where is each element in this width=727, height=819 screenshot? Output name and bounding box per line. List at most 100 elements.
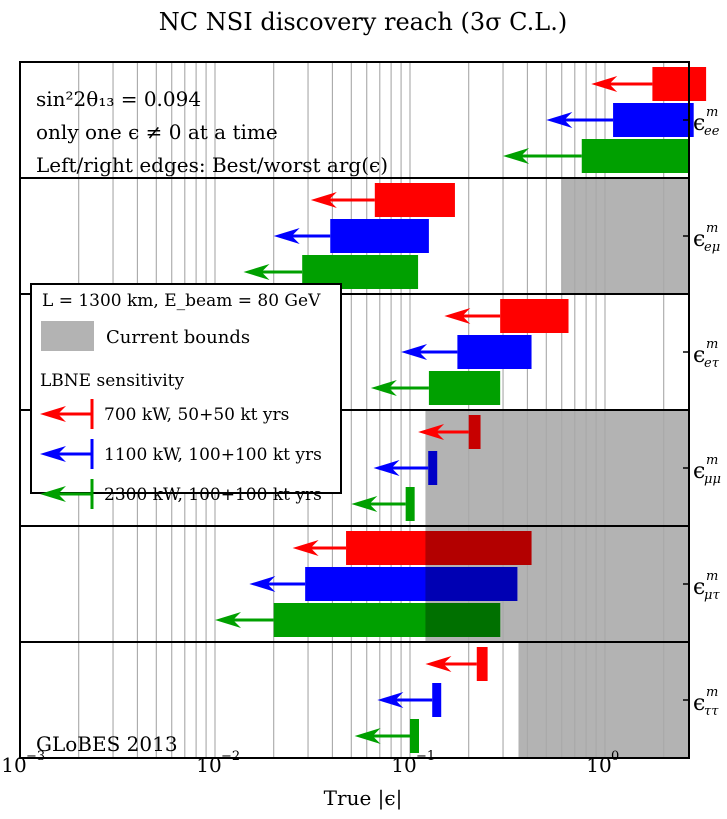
row-label-sub: μτ <box>704 588 720 603</box>
sensitivity-bar <box>457 335 532 369</box>
legend: L = 1300 km, E_beam = 80 GeV Current bou… <box>30 283 342 509</box>
sensitivity-bar <box>330 219 429 253</box>
sensitivity-arrow-head <box>243 264 270 280</box>
x-tick-label: 10 −1 <box>391 749 435 777</box>
sensitivity-arrow-head <box>370 380 397 396</box>
sensitivity-bar <box>428 371 501 405</box>
x-tick-exponent: −3 <box>26 749 45 764</box>
row-label: ϵ m ee <box>693 105 720 139</box>
sensitivity-arrow-head <box>292 540 319 556</box>
annotation-edges: Left/right edges: Best/worst arg(ϵ) <box>36 153 388 177</box>
sensitivity-tick <box>468 415 481 449</box>
row-label-sub: ee <box>704 124 720 139</box>
row-label-sup: m <box>706 221 718 236</box>
row-label-symbol: ϵ <box>693 343 705 368</box>
sensitivity-bar-overlap <box>425 531 532 565</box>
current-bounds-layer <box>425 178 689 758</box>
legend-entry: 2300 kW, 100+100 kt yrs <box>40 479 322 509</box>
row-label: ϵ m μτ <box>693 569 720 603</box>
sensitivity-arrow-head <box>249 576 276 592</box>
row-label-symbol: ϵ <box>693 691 705 716</box>
x-tick-base: 10 <box>1 753 26 777</box>
sensitivity-arrow-head <box>425 656 452 672</box>
data-bars <box>215 67 707 753</box>
legend-entry-label: 2300 kW, 100+100 kt yrs <box>104 485 322 505</box>
sensitivity-tick <box>432 683 442 717</box>
x-tick-labels: 10 −3 10 −2 10 −1 10 0 <box>1 749 619 777</box>
sensitivity-tick <box>476 647 488 681</box>
row-label-sub: μμ <box>704 472 721 487</box>
sensitivity-arrow-head <box>401 344 428 360</box>
row-label-symbol: ϵ <box>693 227 705 252</box>
sensitivity-arrow-head <box>444 308 471 324</box>
chart-title: NC NSI discovery reach (3σ C.L.) <box>159 8 567 36</box>
sensitivity-arrow-head <box>377 692 404 708</box>
row-label-sub: eμ <box>704 240 720 255</box>
row-label-sup: m <box>706 569 718 584</box>
sensitivity-tick <box>410 719 419 753</box>
sensitivity-tick <box>405 487 415 521</box>
x-tick-exponent: −1 <box>416 749 435 764</box>
x-tick-base: 10 <box>391 753 416 777</box>
row-label-sup: m <box>706 453 718 468</box>
row-label: ϵ m ττ <box>693 685 719 719</box>
row-label-symbol: ϵ <box>693 459 705 484</box>
legend-section-label: LBNE sensitivity <box>40 371 185 391</box>
sensitivity-arrow-head <box>310 192 337 208</box>
sensitivity-bar-overlap <box>425 603 501 637</box>
current-bound-region <box>425 410 689 526</box>
legend-box <box>30 283 342 494</box>
row-label-symbol: ϵ <box>693 111 705 136</box>
legend-header: L = 1300 km, E_beam = 80 GeV <box>42 291 321 311</box>
sensitivity-bar <box>613 103 694 137</box>
annotation-mixing-angle: sin²2θ₁₃ = 0.094 <box>36 87 201 111</box>
sensitivity-arrow-head <box>546 112 573 128</box>
sensitivity-bar <box>652 67 707 101</box>
x-tick-base: 10 <box>586 753 611 777</box>
sensitivity-tick <box>428 451 438 485</box>
legend-entry: 1100 kW, 100+100 kt yrs <box>40 439 322 469</box>
row-label: ϵ m eμ <box>693 221 720 255</box>
legend-entry-label: 700 kW, 50+50 kt yrs <box>104 405 289 425</box>
x-tick-exponent: −2 <box>221 749 240 764</box>
legend-entry: 700 kW, 50+50 kt yrs <box>40 399 289 429</box>
sensitivity-bar <box>374 183 455 217</box>
sensitivity-arrow-head <box>418 424 445 440</box>
row-label-sub: ττ <box>704 704 719 719</box>
row-label-sup: m <box>706 685 718 700</box>
x-tick-base: 10 <box>196 753 221 777</box>
legend-arrow-head <box>40 406 66 422</box>
sensitivity-arrow-head <box>354 728 381 744</box>
legend-bounds-swatch <box>41 321 94 351</box>
x-tick-label: 10 −2 <box>196 749 240 777</box>
annotation-one-eps: only one ϵ ≠ 0 at a time <box>36 120 278 144</box>
legend-entries: 700 kW, 50+50 kt yrs 1100 kW, 100+100 kt … <box>40 399 322 509</box>
annotation-block: sin²2θ₁₃ = 0.094 only one ϵ ≠ 0 at a tim… <box>36 87 388 756</box>
sensitivity-bar <box>500 299 569 333</box>
sensitivity-arrow-head <box>591 76 618 92</box>
row-label-sup: m <box>706 105 718 120</box>
sensitivity-bar-overlap <box>425 567 518 601</box>
x-axis-label: True |ϵ| <box>324 786 403 811</box>
row-label-symbol: ϵ <box>693 575 705 600</box>
sensitivity-arrow-head <box>351 496 378 512</box>
row-label-sub: eτ <box>704 356 720 371</box>
sensitivity-arrow-head <box>503 148 530 164</box>
sensitivity-arrow-head <box>215 612 241 628</box>
sensitivity-bar <box>581 139 690 173</box>
sensitivity-arrow-head <box>373 460 400 476</box>
row-label: ϵ m μμ <box>693 453 721 487</box>
row-label-sup: m <box>706 337 718 352</box>
current-bound-region <box>561 178 689 294</box>
legend-arrow-head <box>40 486 66 502</box>
legend-bounds-label: Current bounds <box>106 327 250 348</box>
current-bound-region <box>518 642 689 758</box>
legend-arrow-head <box>40 446 66 462</box>
row-label: ϵ m eτ <box>693 337 720 371</box>
annotation-globes-credit: GLoBES 2013 <box>36 732 178 756</box>
sensitivity-arrow-head <box>273 228 300 244</box>
x-tick-exponent: 0 <box>611 749 619 764</box>
legend-entry-label: 1100 kW, 100+100 kt yrs <box>104 445 322 465</box>
